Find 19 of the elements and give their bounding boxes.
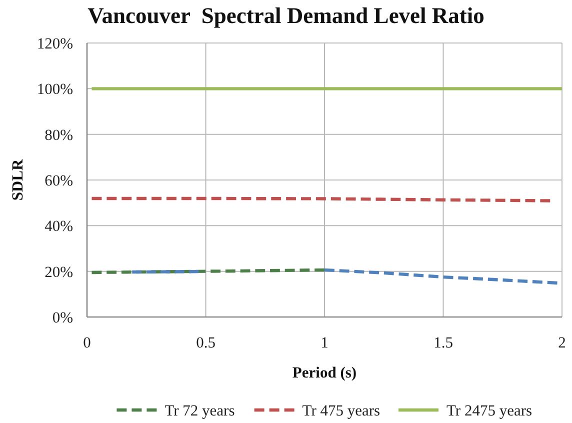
y-axis-title: SDLR <box>9 158 26 201</box>
x-axis-title: Period (s) <box>292 364 357 382</box>
x-tick-label: 0 <box>83 334 92 352</box>
x-tick-label: 1 <box>320 334 328 352</box>
legend-label: Tr 2475 years <box>446 402 532 420</box>
x-tick-label: 1.5 <box>434 334 454 352</box>
y-tick-label: 100% <box>36 81 74 98</box>
y-tick-label: 80% <box>44 126 74 144</box>
y-tick-label: 60% <box>44 172 74 190</box>
y-tick-label: 120% <box>36 35 74 52</box>
y-tick-label: 40% <box>44 218 74 236</box>
legend-label: Tr 72 years <box>164 402 235 420</box>
x-tick-label: 2 <box>558 334 566 352</box>
y-tick-label: 20% <box>44 264 74 281</box>
line-series <box>322 268 559 285</box>
y-tick-label: 0% <box>52 309 74 326</box>
x-tick-label: 0.5 <box>196 334 216 352</box>
legend-label: Tr 475 years <box>302 402 380 420</box>
chart-title: Vancouver Spectral Demand Level Ratio <box>88 3 484 28</box>
